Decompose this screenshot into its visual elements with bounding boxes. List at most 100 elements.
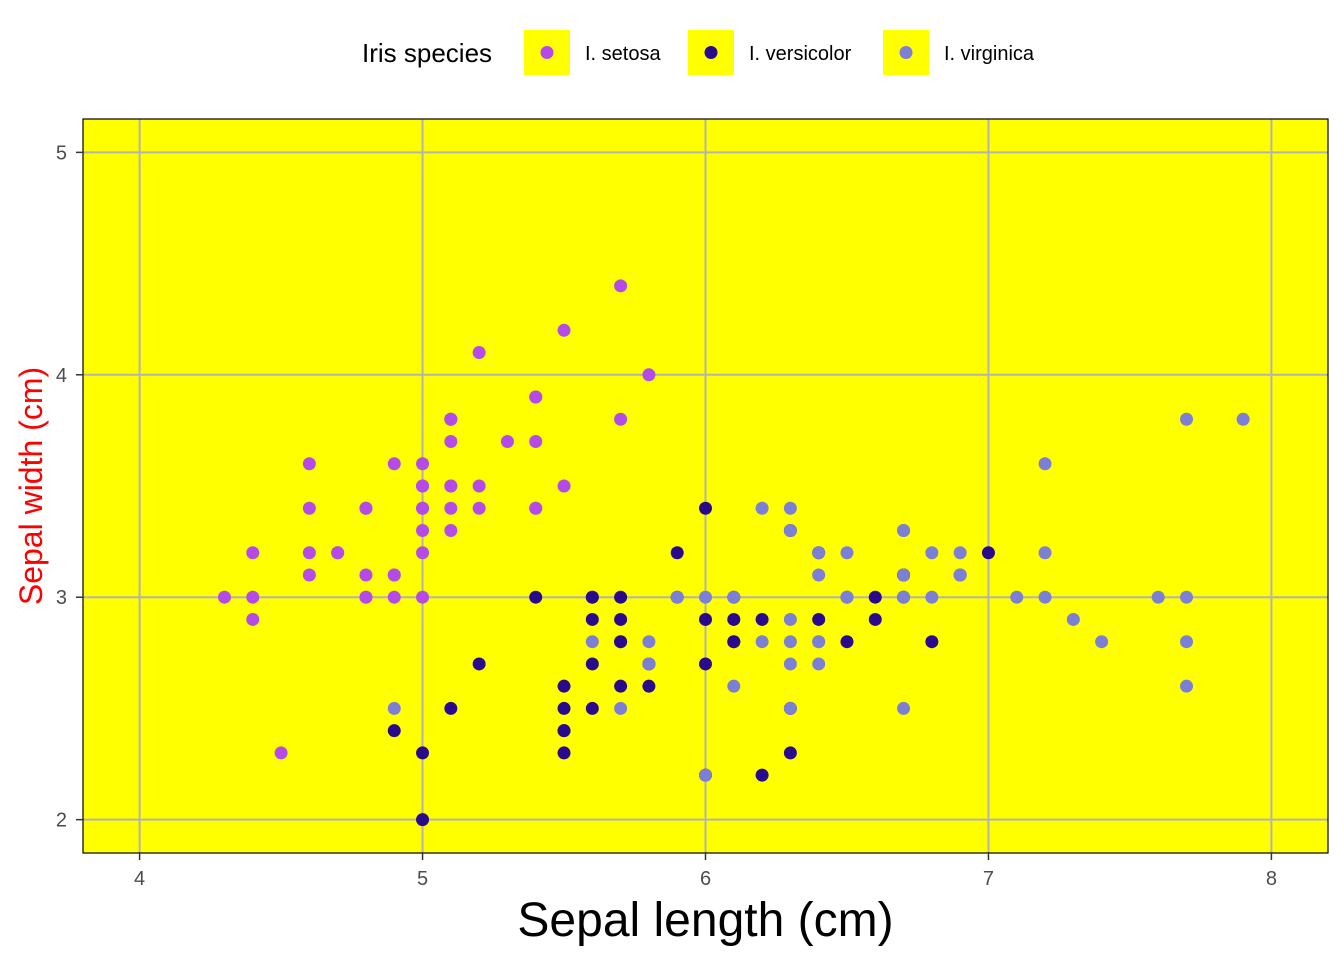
point-i-setosa bbox=[217, 590, 231, 604]
point-i-virginica bbox=[1010, 590, 1024, 604]
data-points bbox=[217, 279, 1250, 827]
point-i-virginica bbox=[783, 701, 797, 715]
point-i-versicolor bbox=[755, 768, 769, 782]
point-i-versicolor bbox=[642, 679, 656, 693]
plot-area bbox=[82, 118, 1329, 854]
legend-item: I. versicolor bbox=[688, 30, 852, 75]
point-i-versicolor bbox=[783, 746, 797, 760]
point-i-versicolor bbox=[670, 546, 684, 560]
point-i-virginica bbox=[812, 546, 826, 560]
point-i-virginica bbox=[727, 590, 741, 604]
point-i-setosa bbox=[557, 323, 571, 337]
point-i-setosa bbox=[302, 568, 316, 582]
point-i-virginica bbox=[727, 679, 741, 693]
point-i-virginica bbox=[1236, 412, 1250, 426]
point-i-setosa bbox=[557, 479, 571, 493]
y-tick-label: 3 bbox=[56, 587, 67, 609]
point-i-virginica bbox=[812, 657, 826, 671]
point-i-setosa bbox=[387, 568, 401, 582]
point-i-setosa bbox=[529, 435, 543, 449]
point-i-versicolor bbox=[585, 612, 599, 626]
point-i-virginica bbox=[783, 657, 797, 671]
point-i-virginica bbox=[1151, 590, 1165, 604]
point-i-virginica bbox=[1038, 457, 1052, 471]
point-i-versicolor bbox=[868, 590, 882, 604]
point-i-virginica bbox=[585, 635, 599, 649]
point-i-setosa bbox=[416, 523, 430, 537]
point-i-virginica bbox=[840, 590, 854, 604]
point-i-virginica bbox=[783, 635, 797, 649]
x-tick-label: 5 bbox=[417, 868, 428, 890]
point-i-versicolor bbox=[925, 635, 939, 649]
point-i-setosa bbox=[614, 412, 628, 426]
point-i-setosa bbox=[274, 746, 288, 760]
point-i-virginica bbox=[1180, 635, 1194, 649]
legend-swatch bbox=[704, 46, 718, 59]
y-tick-label: 4 bbox=[56, 365, 67, 387]
point-i-versicolor bbox=[614, 612, 628, 626]
point-i-virginica bbox=[755, 501, 769, 515]
legend: Iris species I. setosa I. versicolor I. vi… bbox=[362, 30, 1035, 75]
point-i-setosa bbox=[359, 590, 373, 604]
point-i-versicolor bbox=[614, 679, 628, 693]
point-i-versicolor bbox=[444, 701, 458, 715]
point-i-setosa bbox=[246, 612, 260, 626]
point-i-versicolor bbox=[699, 612, 712, 626]
legend-item: I. virginica bbox=[883, 30, 1035, 75]
x-tick-label: 6 bbox=[700, 868, 711, 890]
x-tick-label: 7 bbox=[983, 868, 994, 890]
point-i-versicolor bbox=[727, 612, 741, 626]
point-i-setosa bbox=[302, 501, 316, 515]
point-i-setosa bbox=[416, 590, 430, 604]
point-i-virginica bbox=[614, 701, 628, 715]
point-i-virginica bbox=[1038, 590, 1052, 604]
point-i-versicolor bbox=[812, 612, 826, 626]
legend-swatch bbox=[899, 46, 913, 59]
point-i-virginica bbox=[812, 568, 826, 582]
point-i-versicolor bbox=[614, 635, 628, 649]
point-i-virginica bbox=[1095, 635, 1109, 649]
point-i-virginica bbox=[897, 523, 911, 537]
point-i-setosa bbox=[302, 546, 316, 560]
point-i-virginica bbox=[783, 523, 797, 537]
y-axis-label: Sepal width (cm) bbox=[13, 367, 49, 605]
point-i-virginica bbox=[897, 701, 911, 715]
x-axis: 4 5 6 7 8 bbox=[134, 853, 1277, 890]
point-i-setosa bbox=[246, 590, 260, 604]
point-i-versicolor bbox=[416, 746, 430, 760]
point-i-setosa bbox=[500, 435, 514, 449]
point-i-setosa bbox=[359, 501, 373, 515]
point-i-versicolor bbox=[585, 657, 599, 671]
point-i-virginica bbox=[1066, 612, 1080, 626]
point-i-versicolor bbox=[387, 724, 401, 738]
point-i-virginica bbox=[812, 635, 826, 649]
legend-label: I. versicolor bbox=[749, 43, 852, 65]
point-i-versicolor bbox=[529, 590, 543, 604]
point-i-virginica bbox=[755, 635, 769, 649]
point-i-versicolor bbox=[755, 612, 769, 626]
point-i-virginica bbox=[699, 768, 712, 782]
legend-item: I. setosa bbox=[524, 30, 661, 75]
point-i-versicolor bbox=[472, 657, 486, 671]
point-i-setosa bbox=[529, 390, 543, 404]
point-i-versicolor bbox=[585, 590, 599, 604]
point-i-virginica bbox=[1180, 590, 1194, 604]
point-i-versicolor bbox=[699, 501, 712, 515]
point-i-versicolor bbox=[840, 635, 854, 649]
y-axis: 2 3 4 5 bbox=[56, 142, 83, 832]
point-i-virginica bbox=[1180, 412, 1194, 426]
point-i-virginica bbox=[897, 590, 911, 604]
point-i-setosa bbox=[614, 279, 628, 293]
point-i-virginica bbox=[783, 612, 797, 626]
point-i-versicolor bbox=[557, 701, 571, 715]
point-i-setosa bbox=[529, 501, 543, 515]
point-i-versicolor bbox=[557, 724, 571, 738]
point-i-setosa bbox=[246, 546, 260, 560]
point-i-versicolor bbox=[416, 813, 430, 827]
x-axis-label: Sepal length (cm) bbox=[517, 894, 893, 947]
point-i-setosa bbox=[444, 412, 458, 426]
point-i-virginica bbox=[783, 501, 797, 515]
point-i-setosa bbox=[444, 479, 458, 493]
legend-label: I. virginica bbox=[944, 43, 1035, 65]
point-i-versicolor bbox=[868, 612, 882, 626]
